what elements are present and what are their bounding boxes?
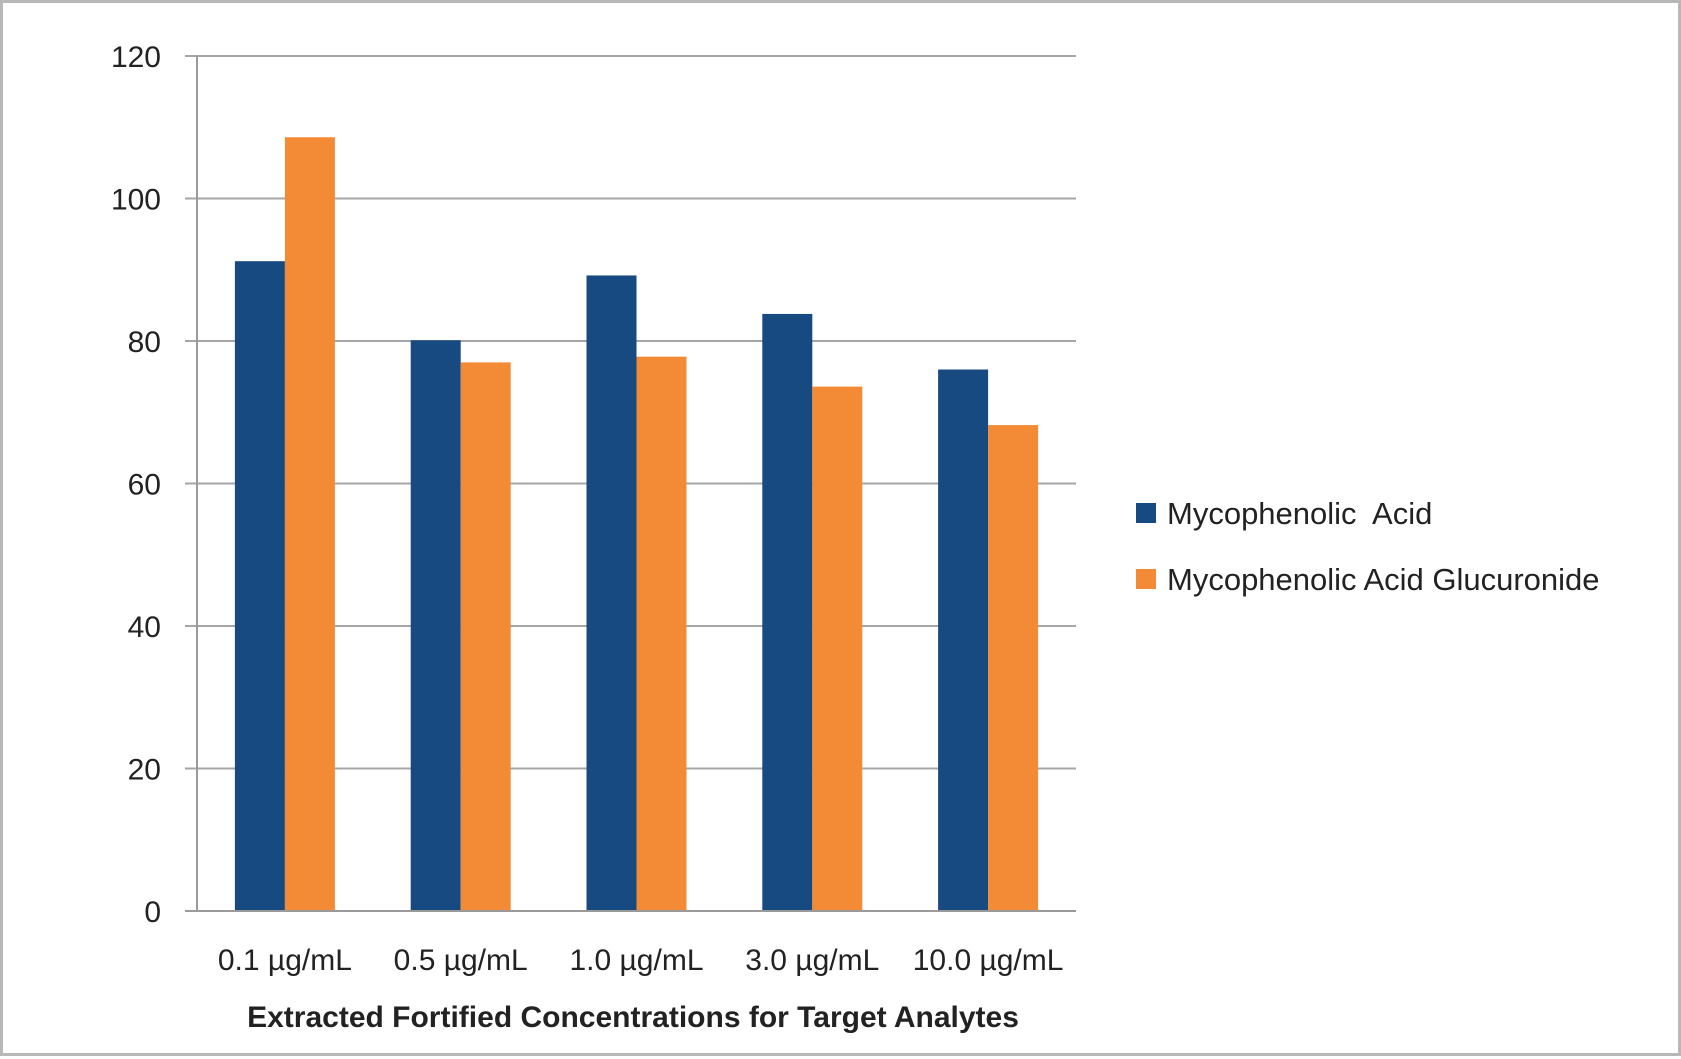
y-tick-labels: 0 20 40 60 80 100 120	[111, 41, 161, 929]
legend-swatch	[1136, 569, 1156, 589]
y-tick-label: 100	[111, 184, 161, 217]
bar-chart: 0 20 40 60 80 100 120 0.1 µg/mL 0.5 µg/mL 1.0 µg…	[111, 41, 1600, 1034]
x-axis-title: Extracted Fortified Concentrations for T…	[247, 1001, 1019, 1034]
bar-series-2-category-1	[284, 137, 335, 912]
bar-series-2-category-2	[460, 362, 511, 911]
x-tick-label: 0.5 µg/mL	[394, 944, 528, 977]
x-tick-labels: 0.1 µg/mL 0.5 µg/mL 1.0 µg/mL 3.0 µg/mL 10.0…	[218, 944, 1064, 977]
y-tick-label: 60	[128, 469, 161, 502]
y-tick-label: 0	[144, 896, 161, 929]
x-tick-label: 0.1 µg/mL	[218, 944, 352, 977]
legend-label: Mycophenolic Acid	[1167, 496, 1432, 531]
bar-series-2-category-4	[812, 386, 863, 912]
y-tick-label: 120	[111, 41, 161, 74]
bars	[234, 137, 1039, 912]
bar-series-1-category-5	[938, 369, 989, 911]
y-tick-label: 80	[128, 326, 161, 359]
bar-series-1-category-1	[234, 261, 285, 911]
legend-swatch	[1136, 503, 1156, 523]
x-tick-label: 3.0 µg/mL	[745, 944, 879, 977]
bar-series-2-category-5	[988, 425, 1039, 911]
axes	[185, 56, 1076, 912]
x-tick-label: 1.0 µg/mL	[569, 944, 703, 977]
y-tick-label: 20	[128, 754, 161, 787]
legend: Mycophenolic Acid Mycophenolic Acid Glucu…	[1136, 496, 1600, 597]
bar-series-2-category-3	[636, 356, 687, 911]
y-tick-label: 40	[128, 611, 161, 644]
bar-series-1-category-2	[410, 340, 461, 912]
bar-series-1-category-4	[762, 313, 813, 911]
legend-label: Mycophenolic Acid Glucuronide	[1167, 562, 1600, 597]
x-tick-label: 10.0 µg/mL	[913, 944, 1064, 977]
bar-series-1-category-3	[586, 275, 637, 911]
